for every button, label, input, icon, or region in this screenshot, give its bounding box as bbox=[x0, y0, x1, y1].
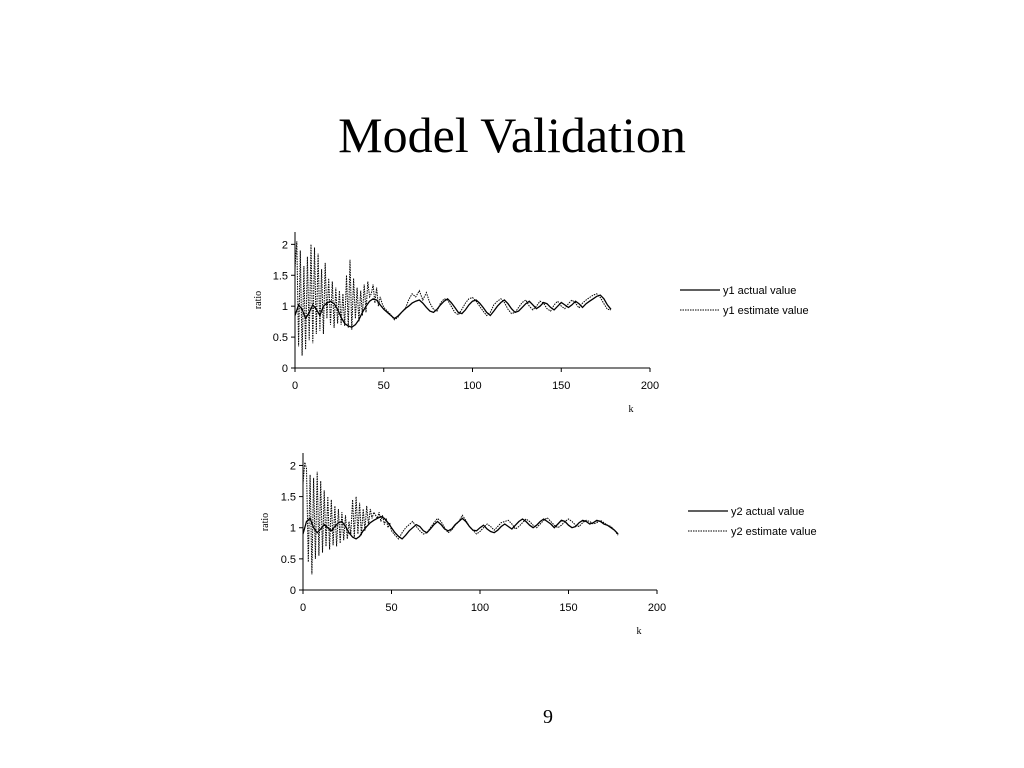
x-tick-label: 150 bbox=[559, 602, 577, 614]
x-axis-label: k bbox=[629, 404, 634, 415]
series-line-2 bbox=[294, 241, 612, 356]
y-tick-label: 1 bbox=[282, 301, 288, 313]
series-line-1 bbox=[294, 294, 612, 328]
y-axis-label: ratio bbox=[253, 291, 264, 309]
x-tick-label: 100 bbox=[463, 380, 481, 392]
x-tick-label: 200 bbox=[641, 380, 659, 392]
legend-label-1: y1 actual value bbox=[723, 285, 796, 297]
y-axis-label: ratio bbox=[260, 513, 271, 531]
legend-label-1: y2 actual value bbox=[731, 506, 804, 518]
y-tick-label: 0 bbox=[290, 585, 296, 597]
series-line-2 bbox=[302, 462, 619, 575]
x-axis-label: k bbox=[637, 626, 642, 637]
x-tick-label: 150 bbox=[552, 380, 570, 392]
y-tick-label: 0.5 bbox=[273, 332, 288, 344]
y-tick-label: 1.5 bbox=[281, 492, 296, 504]
x-tick-label: 100 bbox=[471, 602, 489, 614]
x-tick-label: 0 bbox=[292, 380, 298, 392]
legend-label-2: y1 estimate value bbox=[723, 305, 809, 317]
x-tick-label: 200 bbox=[648, 602, 666, 614]
x-tick-label: 0 bbox=[300, 602, 306, 614]
slide-title: Model Validation bbox=[338, 107, 686, 163]
y-tick-label: 0 bbox=[282, 363, 288, 375]
x-tick-label: 50 bbox=[385, 602, 397, 614]
page-number: 9 bbox=[543, 706, 553, 728]
x-tick-label: 50 bbox=[378, 380, 390, 392]
y-tick-label: 1 bbox=[290, 523, 296, 535]
y-tick-label: 0.5 bbox=[281, 554, 296, 566]
series-line-1 bbox=[302, 515, 619, 540]
y-tick-label: 2 bbox=[282, 239, 288, 251]
legend-label-2: y2 estimate value bbox=[731, 526, 817, 538]
y-tick-label: 1.5 bbox=[273, 270, 288, 282]
y-tick-label: 2 bbox=[290, 460, 296, 472]
